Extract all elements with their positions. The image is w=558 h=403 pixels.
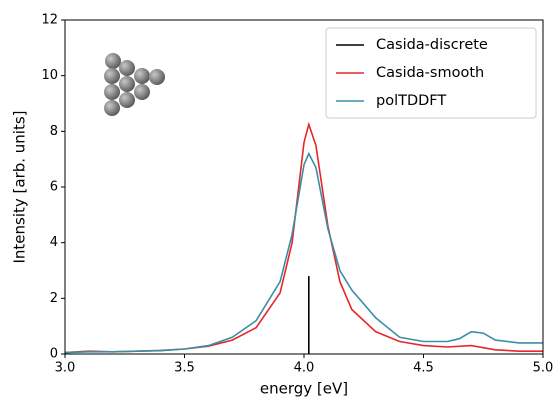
- series-line: [64, 151, 543, 354]
- y-tick-label: 8: [50, 124, 58, 139]
- y-axis-label: Intensity [arb. units]: [11, 110, 29, 263]
- legend-label: Casida-smooth: [376, 65, 484, 81]
- x-tick-label: 5.0: [533, 361, 554, 376]
- series-line: [64, 121, 543, 354]
- legend-label: polTDDFT: [376, 93, 446, 109]
- y-tick-label: 12: [41, 13, 58, 28]
- y-tick-label: 4: [50, 235, 58, 250]
- y-tick-label: 2: [50, 291, 58, 306]
- y-tick-label: 6: [50, 180, 58, 195]
- legend-box: [325, 27, 537, 119]
- y-tick-label: 0: [50, 347, 58, 362]
- legend-label: Casida-discrete: [376, 37, 488, 53]
- x-tick-label: 4.0: [294, 361, 315, 376]
- plot-frame: [64, 19, 544, 355]
- x-axis-label: energy [eV]: [260, 380, 348, 398]
- y-tick-label: 10: [41, 68, 58, 83]
- cluster-inset: [104, 53, 165, 116]
- x-tick-label: 3.5: [174, 361, 195, 376]
- x-tick-label: 4.5: [413, 361, 434, 376]
- x-tick-label: 3.0: [55, 361, 76, 376]
